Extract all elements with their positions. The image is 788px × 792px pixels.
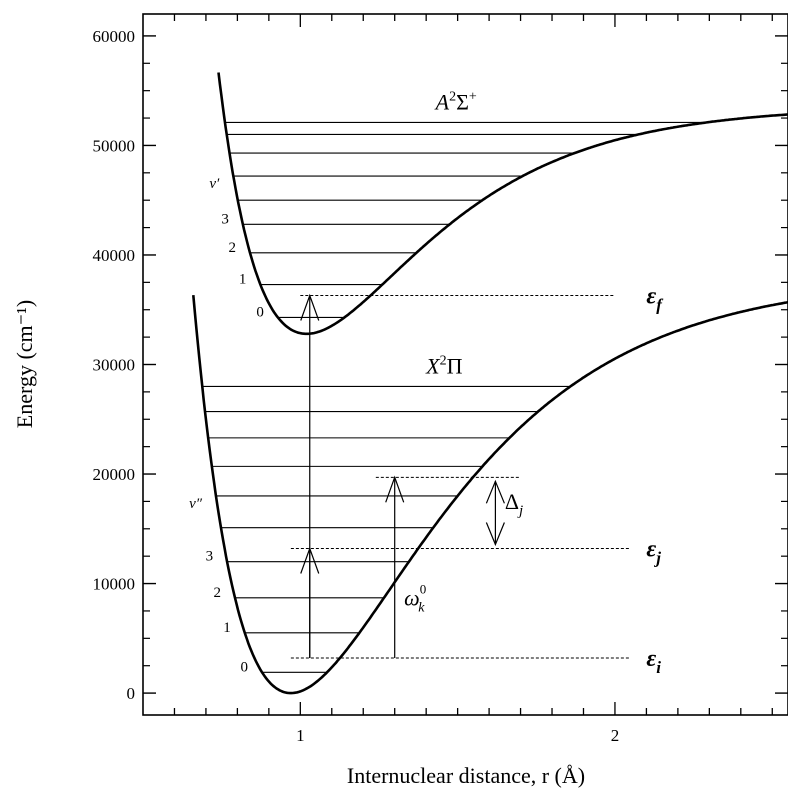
arrow-head (300, 293, 320, 321)
vibrational-quantum-label: 0 (256, 304, 264, 320)
delta-label: Δj (505, 489, 523, 519)
a-state-label: A2Σ+ (434, 89, 477, 114)
y-tick-label: 40000 (93, 246, 136, 265)
arrow-head (385, 475, 405, 503)
epsilon-j-label: εj (646, 537, 661, 568)
vibrational-quantum-label: 2 (229, 240, 237, 256)
vibrational-quantum-label: 3 (206, 549, 214, 565)
vibrational-quantum-label: 3 (221, 211, 229, 227)
omega-label: ω0 k (404, 581, 426, 615)
y-tick-label: 50000 (93, 136, 136, 155)
y-tick-label: 20000 (93, 465, 136, 484)
x-tick-label: 1 (296, 726, 305, 745)
transition-arrows (300, 293, 505, 659)
y-tick-label: 10000 (93, 575, 136, 594)
arrow-head (485, 522, 505, 547)
vibrational-quantum-label: 1 (223, 620, 231, 636)
vibrational-quantum-label: 0 (241, 659, 249, 675)
reference-energy-lines (290, 294, 631, 659)
y-tick-label: 60000 (93, 27, 136, 46)
arrow-head (300, 546, 320, 574)
vibrational-quantum-label: 1 (239, 272, 247, 288)
vibrational-quantum-label: 2 (213, 585, 221, 601)
x-axis-title: Internuclear distance, r (Å) (347, 763, 585, 788)
vibrational-quantum-label: v″ (189, 496, 203, 512)
y-axis-title: Energy (cm⁻¹) (12, 300, 37, 428)
vibrational-levels (202, 121, 707, 673)
x-state-label: X2Π (425, 353, 462, 378)
vibrational-quantum-label: v′ (209, 176, 220, 192)
epsilon-i-label: εi (646, 646, 661, 677)
plot-frame (142, 13, 788, 716)
ground-state-curve (192, 294, 788, 695)
epsilon-f-label: εf (646, 283, 664, 314)
arrow-head (485, 479, 505, 504)
potential-curves (192, 72, 788, 695)
y-tick-label: 0 (127, 684, 136, 703)
x-tick-label: 2 (611, 726, 620, 745)
y-tick-label: 30000 (93, 356, 136, 375)
excited-state-curve (217, 72, 788, 336)
